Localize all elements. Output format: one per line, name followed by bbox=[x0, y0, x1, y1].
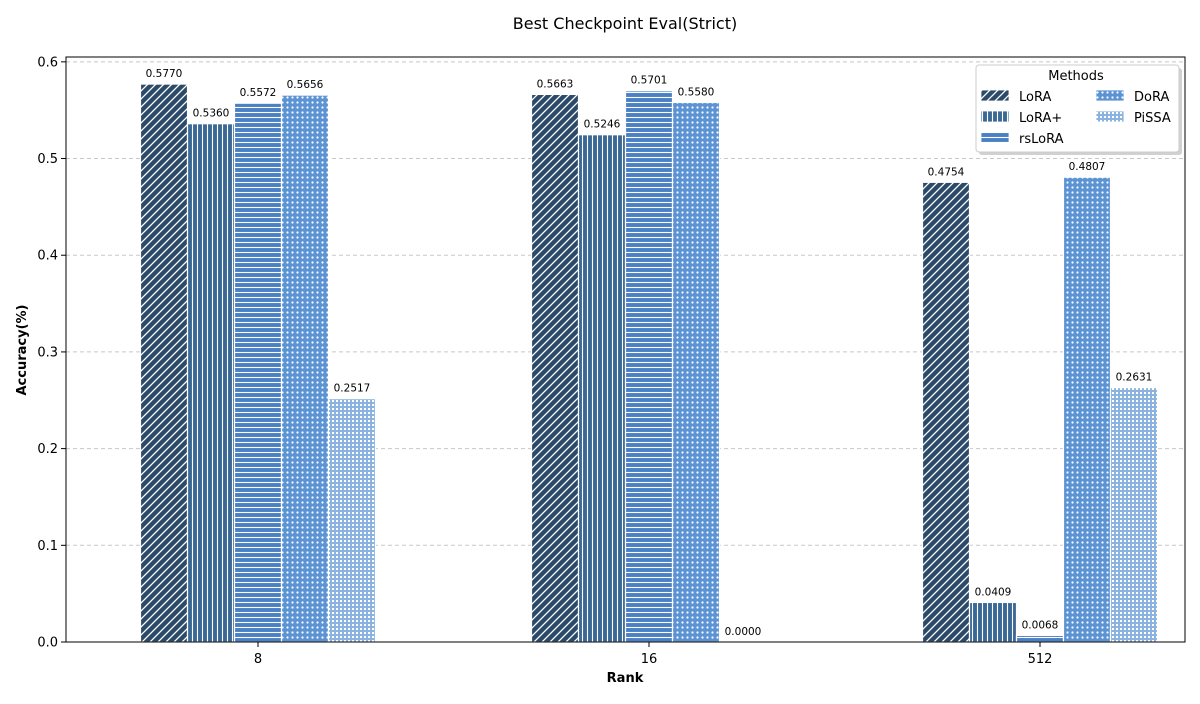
bar-value-label: 0.5246 bbox=[584, 119, 621, 131]
bar-pissa-512 bbox=[1109, 386, 1159, 643]
bar-lora-512 bbox=[921, 181, 971, 643]
x-tick-label: 16 bbox=[641, 652, 658, 667]
legend-title: Methods bbox=[1048, 69, 1104, 84]
legend-label: rsLoRA bbox=[1019, 132, 1064, 147]
legend-swatch-lora bbox=[980, 89, 1010, 102]
bar-rslora-16 bbox=[624, 90, 674, 643]
bar-rslora-512 bbox=[1015, 634, 1065, 643]
bar-value-label: 0.2517 bbox=[334, 383, 371, 395]
bar-rslora-8 bbox=[233, 102, 283, 643]
bar-value-label: 0.4754 bbox=[928, 166, 965, 178]
plot-area-frame bbox=[65, 56, 1186, 643]
bar-value-label: 0.5360 bbox=[193, 108, 230, 120]
x-axis-label: Rank bbox=[607, 671, 644, 686]
legend-swatch-dora bbox=[1095, 89, 1125, 102]
bar-value-label: 0.0409 bbox=[975, 586, 1012, 598]
chart-title: Best Checkpoint Eval(Strict) bbox=[513, 14, 737, 33]
legend-swatch-rslora bbox=[980, 131, 1010, 144]
y-tick-label: 0.3 bbox=[37, 345, 58, 360]
y-tick-label: 0.2 bbox=[37, 442, 58, 457]
bar-lora--512 bbox=[968, 601, 1018, 643]
legend-label: PiSSA bbox=[1134, 111, 1171, 126]
legend-label: DoRA bbox=[1134, 90, 1169, 105]
legend: Methods LoRA LoRA+ rsLoRA DoRA PiSSA bbox=[975, 64, 1182, 155]
x-tick-label: 8 bbox=[254, 652, 262, 667]
bar-value-label: 0.5663 bbox=[537, 78, 574, 90]
legend-label: LoRA bbox=[1019, 90, 1051, 105]
legend-swatch-lora- bbox=[980, 110, 1010, 123]
bar-value-label: 0.5572 bbox=[240, 87, 277, 99]
bar-lora--16 bbox=[577, 134, 627, 643]
y-tick-label: 0.0 bbox=[37, 636, 58, 651]
bar-value-label: 0.0000 bbox=[725, 626, 762, 638]
legend-box bbox=[975, 64, 1180, 153]
bar-value-label: 0.5656 bbox=[287, 79, 324, 91]
bar-dora-512 bbox=[1062, 176, 1112, 643]
y-tick-label: 0.5 bbox=[37, 152, 58, 167]
bar-value-label: 0.2631 bbox=[1116, 372, 1153, 384]
x-tick-label: 512 bbox=[1028, 652, 1053, 667]
bar-dora-8 bbox=[280, 94, 330, 643]
bar-value-label: 0.0068 bbox=[1022, 619, 1059, 631]
bar-lora-8 bbox=[139, 83, 189, 643]
y-axis-label: Accuracy(%) bbox=[15, 305, 30, 396]
legend-label: LoRA+ bbox=[1019, 111, 1062, 126]
bar-dora-16 bbox=[671, 101, 721, 643]
bar-value-label: 0.4807 bbox=[1069, 161, 1106, 173]
bar-lora--8 bbox=[186, 123, 236, 643]
bar-value-label: 0.5701 bbox=[631, 75, 668, 87]
legend-swatch-pissa bbox=[1095, 110, 1125, 123]
bar-pissa-8 bbox=[327, 398, 377, 643]
y-tick-label: 0.4 bbox=[37, 249, 58, 264]
y-tick-label: 0.6 bbox=[37, 55, 58, 70]
bar-lora-16 bbox=[530, 93, 580, 643]
bar-value-label: 0.5580 bbox=[678, 86, 715, 98]
y-tick-label: 0.1 bbox=[37, 539, 58, 554]
bar-value-label: 0.5770 bbox=[146, 68, 183, 80]
